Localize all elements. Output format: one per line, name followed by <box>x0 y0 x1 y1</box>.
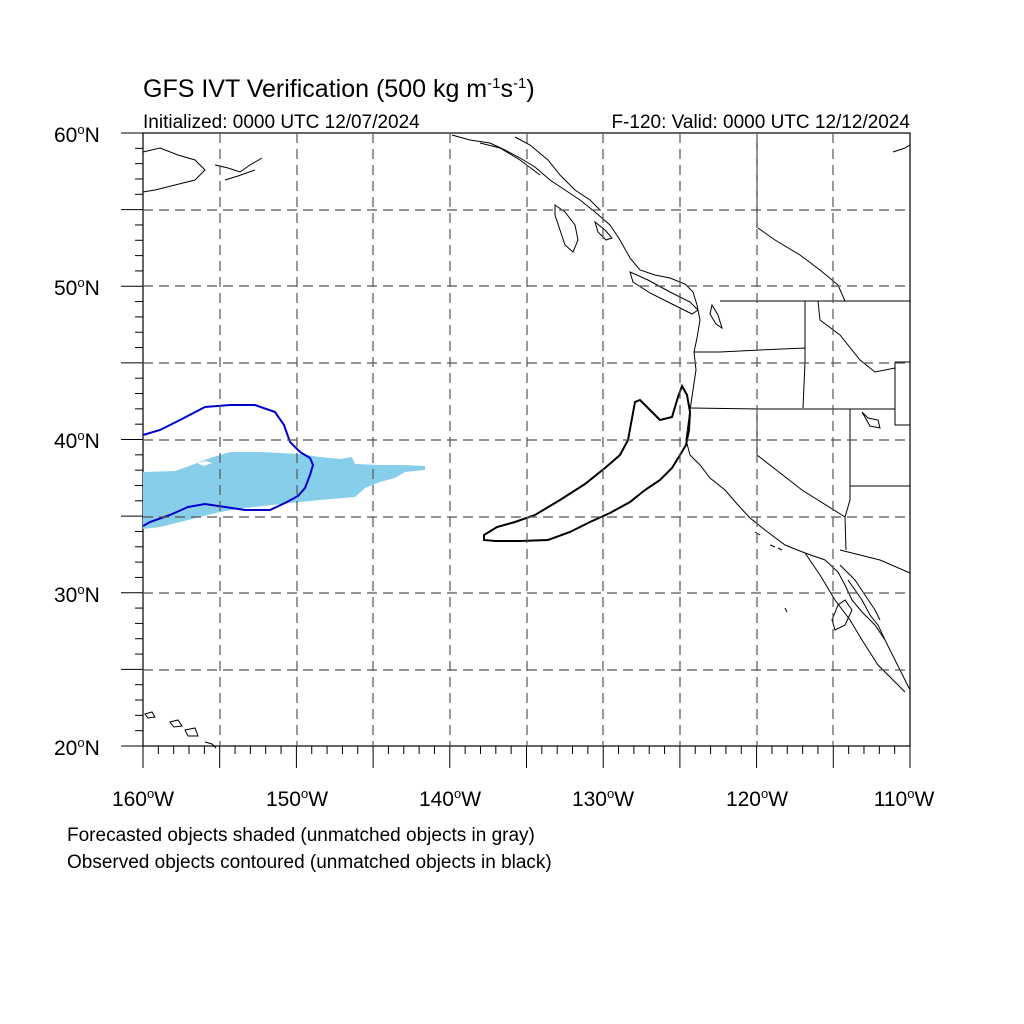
lon-label-160: 160oW <box>112 786 174 811</box>
latitude-labels: 60oN 50oN 40oN 30oN 20oN <box>54 122 100 760</box>
valid-time: F-120: Valid: 0000 UTC 12/12/2024 <box>611 112 910 133</box>
lon-label-130: 130oW <box>572 786 634 811</box>
initialized-time: Initialized: 0000 UTC 12/07/2024 <box>143 112 420 133</box>
observed-matched-contour <box>142 404 315 527</box>
lat-label-60: 60oN <box>54 122 100 147</box>
map-title: GFS IVT Verification (500 kg m-1s-1) <box>143 75 535 103</box>
graticule-grid <box>143 133 910 746</box>
caption-forecast: Forecasted objects shaded (unmatched obj… <box>67 825 535 846</box>
forecast-object-hole <box>197 461 212 466</box>
axis-ticks <box>121 132 911 768</box>
lon-label-140: 140oW <box>419 786 481 811</box>
plot-area <box>121 132 911 768</box>
caption-observed: Observed objects contoured (unmatched ob… <box>67 852 552 873</box>
lat-label-50: 50oN <box>54 275 100 300</box>
lon-label-150: 150oW <box>266 786 328 811</box>
lat-label-40: 40oN <box>54 428 100 453</box>
lat-label-30: 30oN <box>54 582 100 607</box>
lat-label-20: 20oN <box>54 735 100 760</box>
forecast-object-shaded <box>143 452 425 529</box>
observed-unmatched-contour <box>483 383 692 542</box>
lon-label-120: 120oW <box>726 786 788 811</box>
lon-label-110: 110oW <box>874 786 935 811</box>
longitude-labels: 160oW 150oW 140oW 130oW 120oW 110oW <box>112 786 935 811</box>
